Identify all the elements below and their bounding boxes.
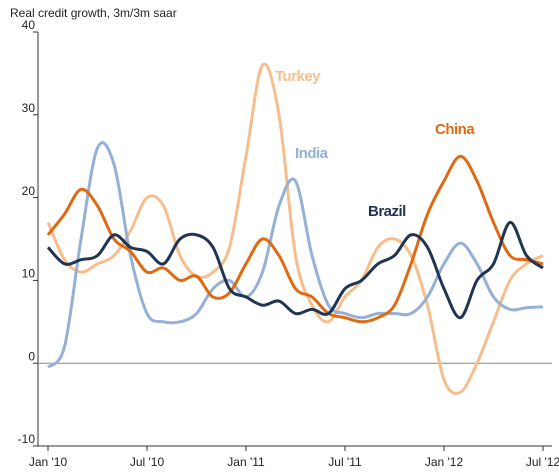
x-tick-label: Jan '11 <box>227 455 265 469</box>
y-tick-label: 10 <box>22 267 36 281</box>
series-label: China <box>435 121 475 138</box>
series-line <box>46 141 544 369</box>
y-tick-label: -10 <box>18 432 36 446</box>
y-axis-label: Real credit growth, 3m/3m saar <box>10 6 177 20</box>
y-tick-label: 0 <box>28 349 35 363</box>
x-tick-label: Jul '12 <box>526 455 559 469</box>
x-tick-label: Jan '12 <box>425 455 464 469</box>
y-tick-label: 40 <box>22 18 36 32</box>
series-line <box>46 220 544 320</box>
series-line <box>46 62 544 395</box>
y-tick-label: 20 <box>22 184 36 198</box>
series-label: Turkey <box>275 68 321 85</box>
series-label: India <box>295 145 329 162</box>
x-tick-label: Jan '10 <box>29 455 68 469</box>
y-tick-label: 30 <box>22 101 36 115</box>
x-tick-label: Jul '10 <box>130 455 165 469</box>
x-tick-label: Jul '11 <box>328 455 362 469</box>
series-line <box>46 154 544 324</box>
series-label: Brazil <box>368 203 406 220</box>
